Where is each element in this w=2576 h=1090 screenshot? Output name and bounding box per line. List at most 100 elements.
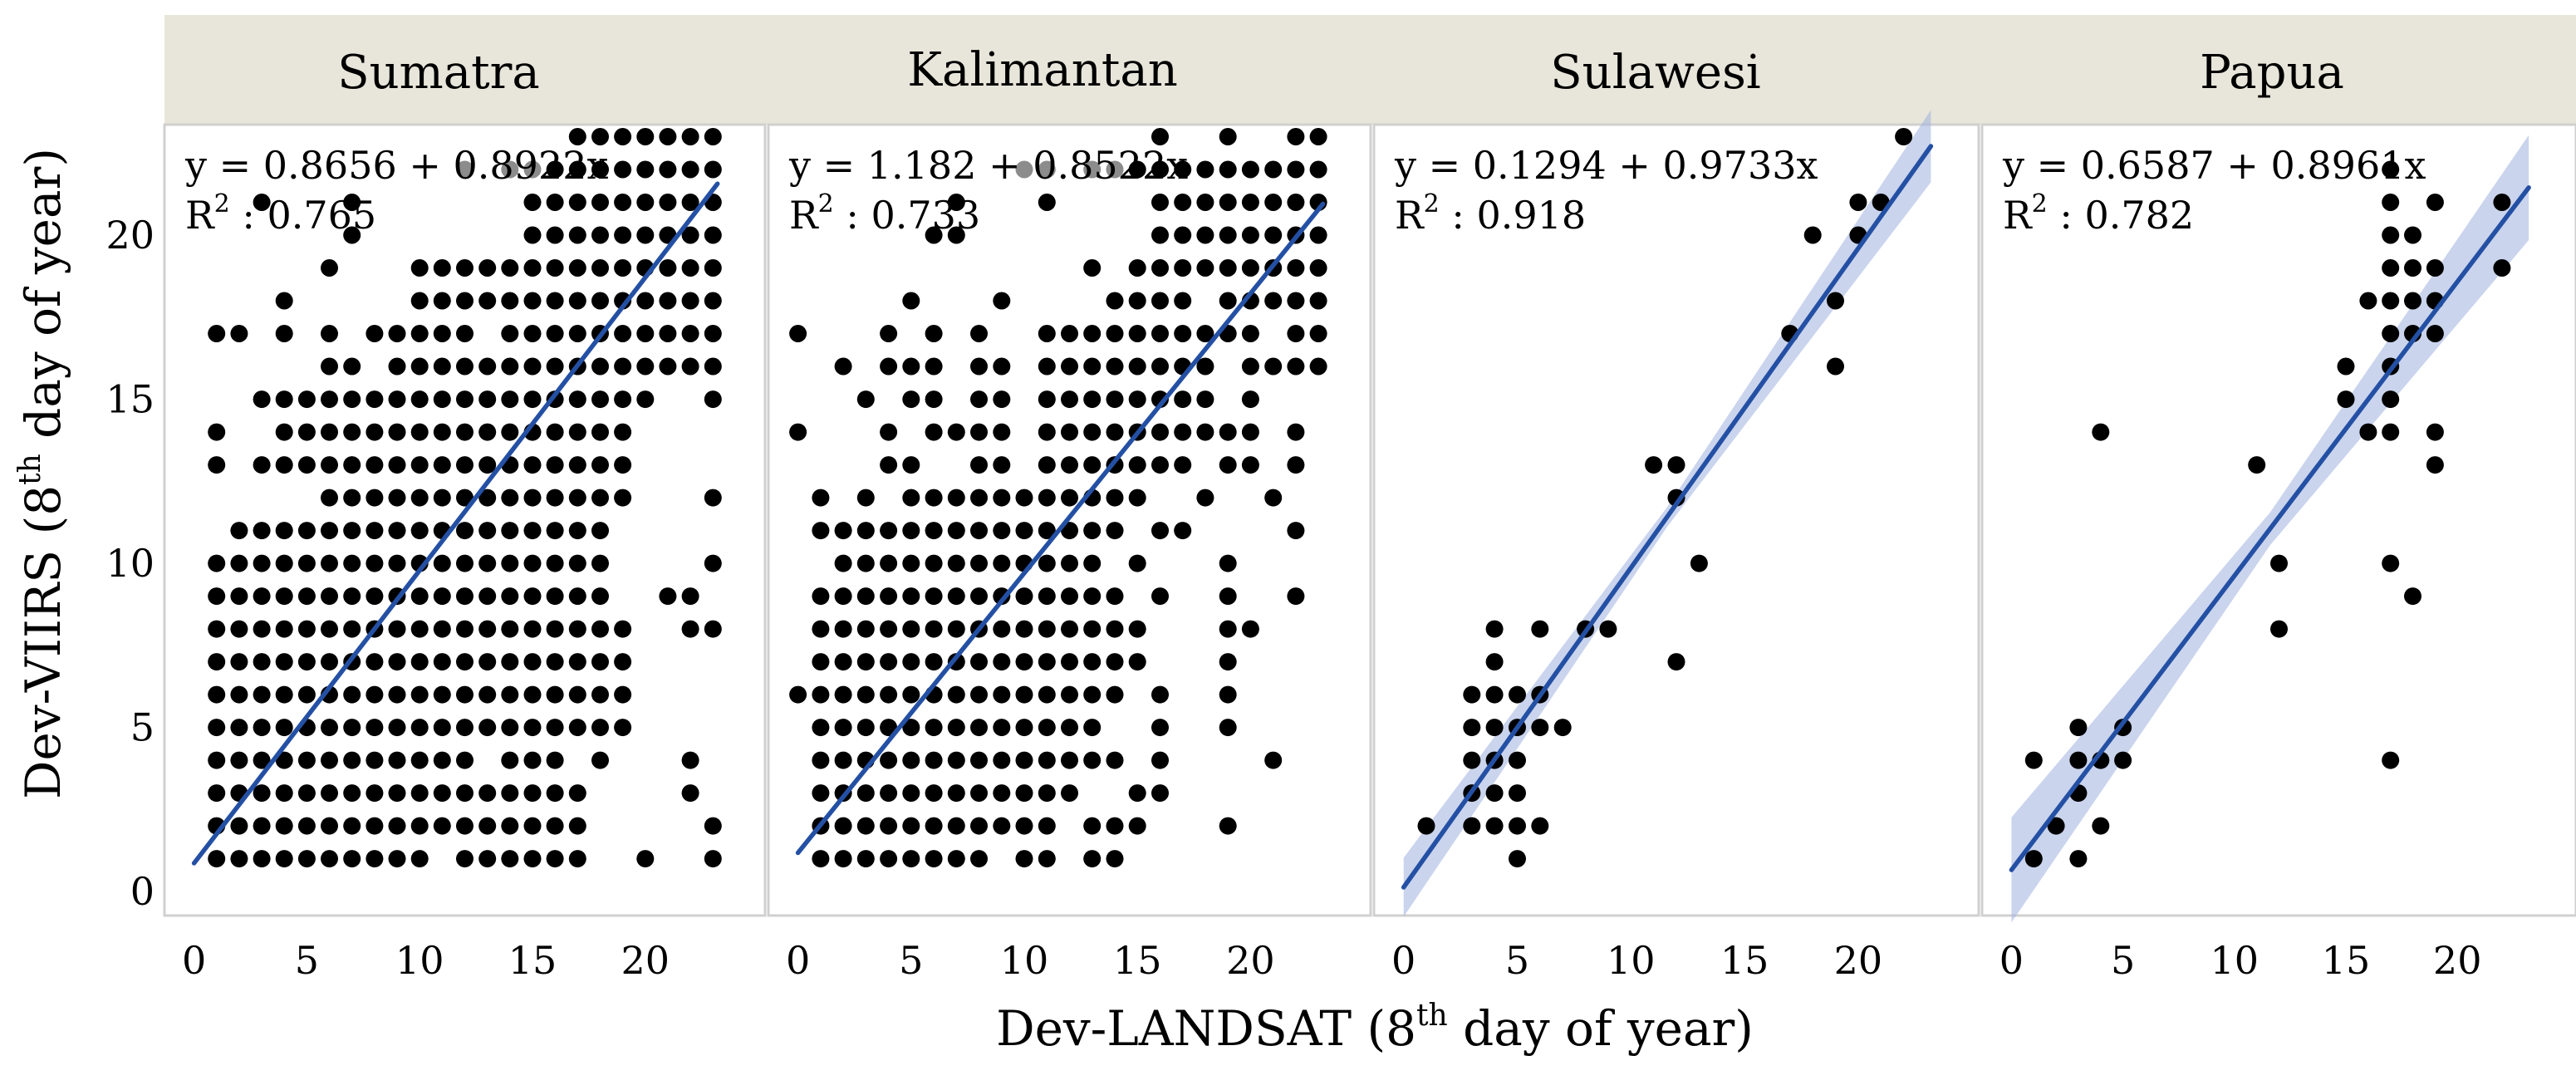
data-point	[2069, 850, 2088, 868]
data-point	[1895, 128, 1913, 145]
data-point	[1106, 751, 1124, 769]
data-point	[253, 719, 271, 737]
data-point	[1061, 489, 1078, 507]
data-point	[1128, 456, 1146, 474]
data-point	[591, 751, 609, 769]
data-point	[568, 259, 586, 277]
data-point	[993, 719, 1011, 737]
data-point	[208, 587, 226, 606]
data-point	[297, 554, 316, 572]
data-point	[501, 554, 519, 572]
data-point	[1667, 489, 1685, 507]
data-point	[1061, 784, 1078, 803]
data-point	[1174, 390, 1192, 409]
data-point	[614, 620, 632, 638]
data-point	[275, 325, 293, 342]
data-point	[343, 357, 361, 376]
data-point	[1061, 554, 1078, 572]
y-tick-label: 10	[105, 541, 155, 586]
faded-data-point	[523, 160, 542, 179]
data-point	[456, 784, 473, 803]
data-point	[388, 554, 406, 572]
data-point	[1485, 719, 1504, 737]
data-point	[1264, 160, 1283, 179]
data-point	[880, 522, 898, 540]
panel-frame	[1980, 123, 2576, 917]
data-point	[1219, 587, 1237, 606]
data-point	[1463, 751, 1481, 769]
data-point	[947, 423, 965, 441]
data-point	[1174, 325, 1192, 342]
data-point	[388, 751, 406, 769]
data-point	[1061, 653, 1078, 671]
data-point	[925, 522, 943, 540]
data-point	[704, 292, 722, 310]
data-point	[1827, 357, 1844, 376]
data-point	[1287, 423, 1305, 441]
data-point	[1038, 489, 1056, 507]
data-point	[1128, 160, 1146, 179]
data-point	[456, 850, 473, 868]
data-point	[1151, 325, 1169, 342]
data-point	[253, 653, 271, 671]
data-point	[1219, 226, 1237, 244]
data-point	[297, 587, 316, 606]
data-point	[880, 751, 898, 769]
data-point	[523, 325, 542, 342]
data-point	[1287, 357, 1305, 376]
data-point	[1463, 817, 1481, 835]
data-point	[410, 751, 429, 769]
data-point	[1241, 194, 1259, 211]
data-point	[659, 325, 677, 342]
data-point	[478, 620, 497, 638]
data-point	[591, 719, 609, 737]
data-point	[1083, 653, 1102, 671]
data-point	[388, 325, 406, 342]
data-point	[321, 817, 338, 835]
data-point	[501, 685, 519, 704]
data-point	[1038, 653, 1056, 671]
data-point	[856, 784, 875, 803]
data-point	[789, 685, 807, 704]
data-point	[614, 489, 632, 507]
data-point	[501, 719, 519, 737]
data-point	[253, 784, 271, 803]
data-point	[902, 456, 920, 474]
data-point	[1309, 128, 1327, 145]
data-point	[1151, 751, 1169, 769]
data-point	[343, 719, 361, 737]
data-point	[1219, 128, 1237, 145]
data-point	[1196, 325, 1214, 342]
data-point	[253, 751, 271, 769]
data-point	[1128, 554, 1146, 572]
data-point	[2382, 390, 2400, 409]
data-point	[880, 357, 898, 376]
data-point	[208, 653, 226, 671]
data-point	[925, 226, 943, 244]
data-point	[388, 850, 406, 868]
data-point	[478, 390, 497, 409]
data-point	[230, 325, 248, 342]
data-point	[902, 620, 920, 638]
data-point	[388, 357, 406, 376]
data-point	[2359, 423, 2377, 441]
data-point	[1015, 850, 1033, 868]
data-point	[2024, 751, 2043, 769]
x-tick-label: 20	[2433, 938, 2482, 983]
data-point	[1219, 719, 1237, 737]
data-point	[456, 587, 473, 606]
regression-equation: y = 0.8656 + 0.8922x	[184, 143, 608, 188]
data-point	[636, 226, 655, 244]
data-point	[591, 292, 609, 310]
data-point	[614, 259, 632, 277]
data-point	[856, 719, 875, 737]
data-point	[636, 357, 655, 376]
regression-equation: y = 1.182 + 0.8522x	[788, 143, 1188, 188]
data-point	[1106, 685, 1124, 704]
data-point	[1128, 259, 1146, 277]
data-point	[297, 850, 316, 868]
data-point	[410, 719, 429, 737]
data-point	[789, 423, 807, 441]
data-point	[1485, 653, 1504, 671]
data-point	[275, 751, 293, 769]
